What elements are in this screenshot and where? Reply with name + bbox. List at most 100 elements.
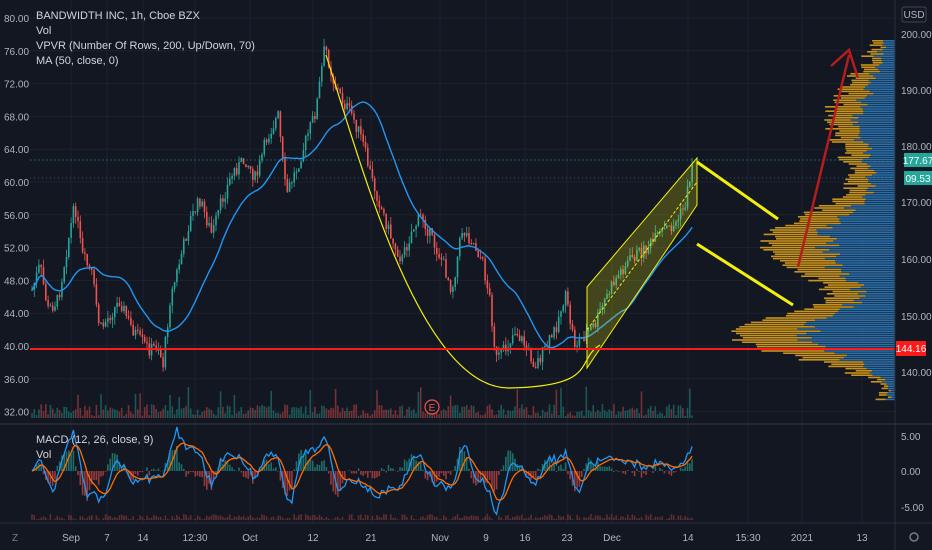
volume-bar (415, 413, 417, 418)
volume-profile-bar (825, 299, 854, 302)
macd-volume-bar (617, 518, 620, 520)
macd-histogram-bar (454, 465, 456, 471)
macd-histogram-bar (663, 471, 666, 474)
volume-profile-bar (828, 114, 853, 117)
candle-body (484, 258, 486, 281)
macd-histogram-bar (613, 471, 615, 473)
candle-body (638, 248, 640, 250)
macd-histogram-bar (666, 470, 668, 471)
candle-body (465, 233, 468, 236)
macd-histogram-bar (525, 471, 528, 478)
macd-histogram-bar (433, 471, 436, 485)
candle-body (691, 164, 693, 182)
macd-volume-bar (270, 517, 272, 520)
grid (30, 0, 895, 523)
volume-profile-bar (823, 282, 859, 284)
macd-volume-bar (166, 518, 169, 520)
macd-volume-bar (141, 516, 144, 520)
macd-volume-bar (104, 514, 107, 520)
macd-histogram-bar (383, 469, 385, 471)
price-tag-red: 144.16 (896, 344, 927, 355)
legend-macd-vol[interactable]: Vol (36, 449, 52, 461)
volume-bar (601, 404, 604, 418)
candle-body (603, 298, 606, 306)
volume-profile-bar (774, 253, 841, 255)
macd-volume-bar (419, 517, 422, 520)
volume-profile-bar (851, 154, 871, 156)
macd-volume-bar (544, 515, 546, 520)
upward-arrow-shaft[interactable] (796, 54, 851, 268)
candle-body (240, 158, 243, 163)
volume-profile-bar (869, 372, 895, 374)
volume-profile-bar (843, 183, 872, 185)
macd-volume-bar (314, 514, 316, 520)
volume-bar (56, 407, 59, 418)
legend-volume[interactable]: Vol (36, 25, 52, 37)
legend-title[interactable]: BANDWIDTH INC, 1h, Cboe BZX (36, 10, 200, 22)
volume-bar (357, 415, 360, 418)
left-axis-tick: 44.00 (4, 309, 29, 320)
candle-body (130, 317, 132, 325)
candle-body (47, 300, 49, 307)
candle-body (601, 305, 604, 309)
macd-volume-bar (647, 516, 650, 520)
volume-bar (226, 405, 229, 418)
candle-body (252, 168, 254, 180)
volume-profile-bar (875, 185, 895, 187)
candle-body (486, 280, 489, 289)
macd-volume-bar (45, 517, 47, 520)
projection-line-lower[interactable] (696, 242, 794, 307)
macd-volume-bar (275, 519, 277, 520)
volume-bar (137, 409, 139, 418)
macd-histogram-bar (104, 471, 107, 472)
volume-bar (233, 395, 236, 418)
candle-body (339, 88, 341, 94)
timezone-icon[interactable]: Z (12, 533, 18, 544)
candle-body (293, 172, 295, 183)
candle-body (666, 225, 668, 229)
volume-bar (307, 414, 309, 418)
candle-body (518, 335, 521, 342)
macd-histogram-bar (406, 461, 408, 471)
macd-volume-bar (371, 516, 374, 520)
macd-histogram-bar (203, 471, 206, 487)
volume-profile-bar (845, 277, 895, 280)
macd-volume-bar (385, 514, 387, 520)
macd-histogram-bar (645, 471, 647, 476)
volume-profile-bar (851, 205, 895, 207)
macd-histogram-bar (431, 471, 433, 483)
volume-bar (594, 412, 597, 418)
candle-body (51, 305, 54, 311)
cup-pattern-curve (325, 54, 601, 389)
volume-profile-bar (858, 121, 895, 123)
macd-histogram-bar (56, 465, 59, 471)
candle-body (56, 294, 59, 307)
time-axis-tick: 9 (483, 533, 489, 544)
volume-bar (647, 408, 650, 418)
macd-histogram-bar (505, 456, 507, 471)
macd-histogram-bar (668, 471, 670, 475)
candle-body (429, 228, 431, 236)
candle-body (364, 141, 367, 148)
volume-bar (666, 406, 668, 418)
candle-body (394, 243, 397, 250)
candle-body (362, 134, 364, 142)
candle-body (272, 128, 275, 134)
projection-line-upper[interactable] (696, 160, 779, 221)
macd-volume-bar (528, 517, 530, 520)
time-axis-tick: 15:30 (735, 533, 760, 544)
candle-body (521, 336, 523, 342)
volume-profile-bar (843, 161, 862, 163)
legend-macd[interactable]: MACD (12, 26, close, 9) (36, 434, 154, 446)
legend-ma[interactable]: MA (50, close, 0) (36, 55, 119, 67)
legend-vpvr[interactable]: VPVR (Number Of Rows, 200, Up/Down, 70) (36, 40, 255, 52)
volume-profile-bar (867, 187, 895, 189)
candle-body (65, 256, 68, 268)
volume-profile-bar (883, 40, 895, 42)
currency-box[interactable] (901, 6, 927, 23)
gear-icon[interactable] (909, 532, 919, 542)
volume-bar (475, 412, 477, 418)
earnings-marker-icon[interactable] (424, 399, 440, 415)
candle-body (413, 229, 415, 232)
